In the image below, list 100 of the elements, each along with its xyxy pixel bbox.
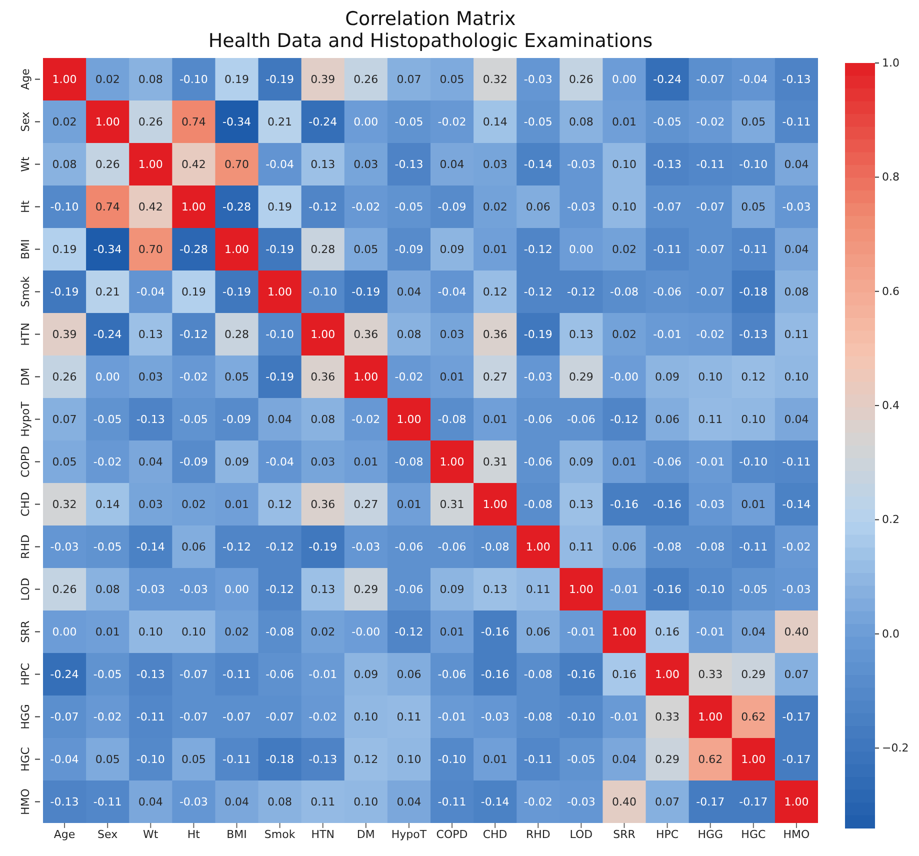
data-label: -0.12: [524, 285, 552, 298]
data-label: -0.05: [93, 668, 122, 681]
data-label: -0.09: [222, 412, 251, 426]
data-label: 0.02: [52, 115, 77, 128]
data-label: 0.19: [52, 242, 77, 256]
data-label: 0.70: [224, 158, 249, 171]
data-label: 0.10: [396, 752, 422, 766]
data-label: -0.07: [653, 200, 682, 214]
data-label: 0.26: [52, 582, 77, 596]
data-label: -0.07: [266, 710, 294, 724]
data-label: 0.12: [482, 285, 508, 298]
data-label: 0.00: [224, 582, 249, 596]
chart-title: Correlation Matrix: [344, 8, 517, 30]
data-label: 1.00: [52, 72, 77, 86]
data-label: 0.10: [138, 625, 163, 638]
color-bar-label: 0.4: [882, 399, 900, 412]
data-label: -0.17: [696, 795, 725, 808]
data-label: 0.08: [95, 582, 120, 596]
data-label: 0.10: [354, 795, 378, 808]
data-label: 0.02: [612, 242, 636, 256]
data-label: 0.01: [224, 498, 249, 511]
data-label: -0.04: [136, 285, 165, 298]
data-label: 0.19: [224, 72, 249, 86]
data-label: -0.13: [394, 158, 424, 171]
data-label: -0.06: [524, 412, 552, 426]
data-label: -0.11: [739, 242, 768, 256]
x-tick-label: Age: [54, 828, 76, 841]
data-label: 0.03: [138, 498, 163, 511]
data-label: -0.05: [394, 200, 424, 214]
x-tick-label: Wt: [143, 828, 159, 841]
data-label: 0.31: [482, 455, 508, 468]
data-label: -0.06: [653, 285, 682, 298]
data-label: -0.17: [739, 795, 768, 808]
data-label: 1.00: [741, 752, 766, 766]
data-label: -0.01: [610, 582, 638, 596]
data-label: 0.11: [310, 795, 336, 808]
color-bar-label: 0.0: [882, 627, 900, 640]
color-bar-label: 0.2: [882, 513, 900, 526]
data-label: -0.01: [566, 625, 596, 638]
data-label: 0.10: [784, 370, 809, 384]
data-label: 0.39: [310, 72, 336, 86]
data-label: -0.10: [739, 455, 768, 468]
data-label: -0.08: [394, 455, 424, 468]
data-label: 0.14: [482, 115, 508, 128]
data-label: -0.00: [352, 625, 380, 638]
data-label: 0.04: [741, 625, 766, 638]
data-label: 0.06: [612, 540, 636, 554]
data-label: 1.00: [224, 242, 249, 256]
data-label: 1.00: [396, 412, 422, 426]
data-label: -0.10: [179, 72, 208, 86]
data-label: -0.19: [266, 370, 294, 384]
data-label: -0.18: [739, 285, 768, 298]
data-label: 0.11: [698, 412, 723, 426]
y-tick-label: COPD: [19, 446, 32, 478]
data-label: 0.04: [138, 455, 163, 468]
data-label: 0.04: [138, 795, 163, 808]
data-label: 0.13: [482, 582, 508, 596]
y-tick-label: SRR: [19, 620, 32, 643]
data-label: 1.00: [95, 115, 120, 128]
data-label: 0.29: [655, 752, 680, 766]
data-label: 0.07: [396, 72, 422, 86]
data-label: 0.07: [784, 668, 809, 681]
data-label: -0.11: [438, 795, 466, 808]
data-label: 0.06: [396, 668, 422, 681]
data-label: 0.29: [741, 668, 766, 681]
data-label: 0.01: [482, 242, 508, 256]
data-label: -0.03: [782, 200, 811, 214]
data-label: -0.04: [438, 285, 466, 298]
data-label: -0.05: [739, 582, 768, 596]
data-label: -0.11: [222, 668, 251, 681]
data-label: 0.08: [52, 158, 77, 171]
data-label: -0.10: [308, 285, 338, 298]
x-tick-label: CHD: [482, 828, 508, 841]
data-label: 0.27: [354, 498, 378, 511]
data-label: 0.01: [482, 412, 508, 426]
color-bar-label: −0.2: [882, 742, 909, 755]
data-label: 0.03: [310, 455, 336, 468]
data-label: 1.00: [138, 158, 163, 171]
data-label: 0.09: [354, 668, 378, 681]
data-label: 0.02: [224, 625, 249, 638]
data-label: -0.14: [524, 158, 552, 171]
data-label: 0.03: [138, 370, 163, 384]
data-label: -0.14: [136, 540, 165, 554]
data-label: 0.08: [568, 115, 594, 128]
data-label: 0.08: [396, 328, 422, 341]
data-label: 0.00: [52, 625, 77, 638]
data-label: 0.07: [655, 795, 680, 808]
data-label: 0.29: [354, 582, 378, 596]
data-label: -0.02: [696, 115, 725, 128]
x-tick-label: HMO: [783, 828, 810, 841]
data-label: -0.11: [782, 455, 811, 468]
x-tick-label: Smok: [264, 828, 296, 841]
y-tick-label: HTN: [19, 322, 32, 346]
data-label: -0.12: [394, 625, 424, 638]
data-label: -0.02: [93, 710, 122, 724]
data-label: -0.03: [179, 795, 208, 808]
data-label: -0.34: [93, 242, 122, 256]
data-label: -0.02: [93, 455, 122, 468]
y-tick-label: HPC: [19, 662, 32, 686]
data-label: 0.09: [568, 455, 594, 468]
